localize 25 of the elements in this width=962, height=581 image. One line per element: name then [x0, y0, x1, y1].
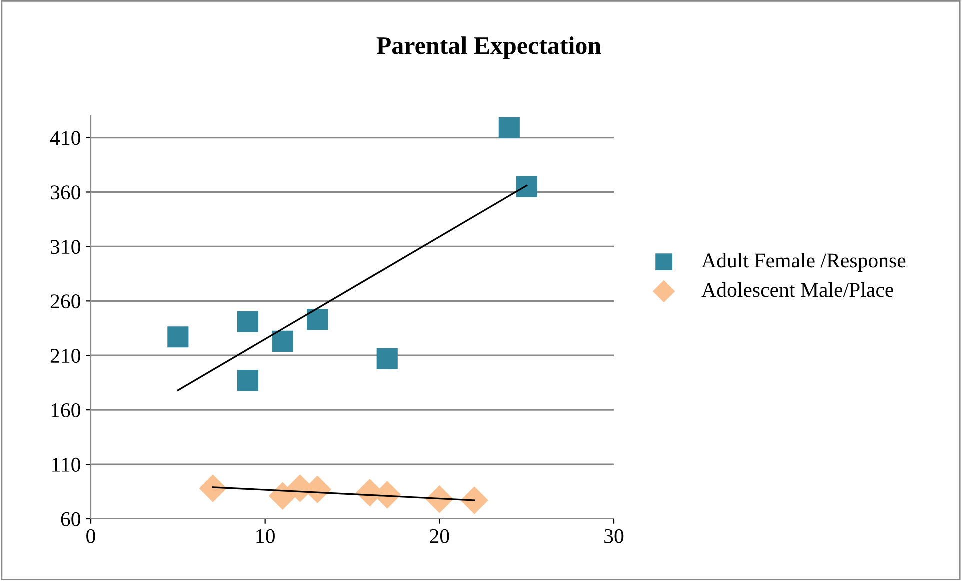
- y-tick-label: 60: [61, 512, 80, 526]
- point: [199, 474, 227, 502]
- point: [376, 348, 398, 370]
- point: [237, 370, 258, 392]
- point: [516, 176, 538, 198]
- x-tick-label: 0: [86, 529, 96, 544]
- y-tick-label: 110: [52, 458, 80, 472]
- point: [272, 330, 294, 352]
- y-tick-label: 160: [52, 403, 80, 418]
- legend-label: Adult Female /Response: [702, 253, 906, 272]
- y-tick-label: 310: [51, 240, 80, 254]
- point: [498, 117, 520, 139]
- legend-label: Adolescent Male/Place: [702, 282, 894, 298]
- point: [237, 311, 258, 332]
- x-tick-label: 10: [256, 529, 275, 544]
- point: [168, 326, 189, 348]
- point: [460, 486, 488, 514]
- y-tick-label: 410: [50, 131, 80, 146]
- y-tick-label: 360: [51, 186, 80, 200]
- point: [307, 309, 328, 330]
- y-tick-label: 210: [50, 348, 80, 364]
- chart-title: Parental Expectation: [376, 36, 602, 60]
- x-tick-label: 20: [430, 529, 450, 544]
- x-tick-label: 30: [604, 529, 624, 544]
- y-tick-label: 260: [50, 294, 80, 309]
